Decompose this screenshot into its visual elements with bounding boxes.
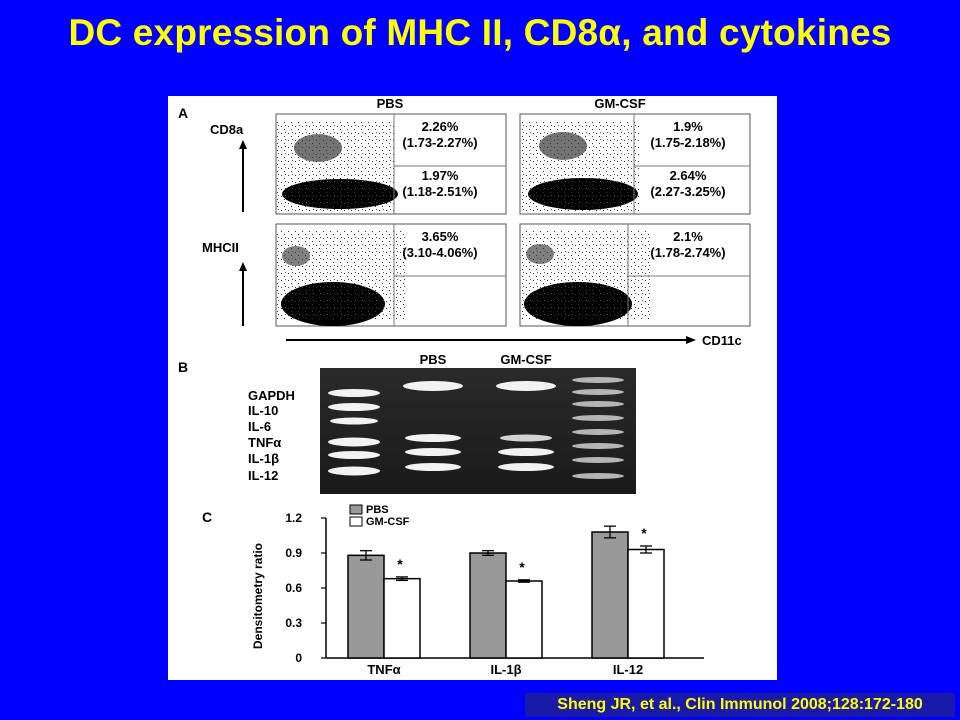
bar-pbs (347, 554, 385, 659)
flow-range: (1.73-2.27%) (402, 135, 477, 150)
flow-plot-mhcii-gmcsf: 2.1% (1.78-2.74%) (519, 223, 751, 327)
legend-swatch-gmcsf (349, 516, 363, 527)
cd8a-arrowhead-icon (239, 140, 247, 149)
bar-pbs (469, 552, 507, 659)
flow-plot-cd8a-gmcsf: 1.9% (1.75-2.18%) 2.64% (2.27-3.25%) (519, 113, 751, 215)
panel-c-label: C (202, 509, 212, 525)
significance-marker: * (519, 559, 525, 575)
x-category-label: IL-12 (613, 662, 643, 677)
slide-title: DC expression of MHC II, CD8α, and cytok… (68, 12, 892, 53)
y-axis-label: Densitometry ratio (251, 543, 265, 649)
flow-range: (1.18-2.51%) (402, 184, 477, 199)
panel-a-header-gmcsf: GM-CSF (594, 96, 645, 111)
flow-range: (3.10-4.06%) (402, 245, 477, 260)
cd11c-arrowhead-icon (686, 336, 696, 344)
gel-band-label: IL-1β (248, 451, 279, 466)
legend-swatch-pbs (349, 504, 363, 515)
y-tick-label: 0.3 (285, 616, 302, 630)
y-tick-label: 1.2 (285, 511, 302, 525)
gel-band-labels: GAPDH IL-10 IL-6 TNFα IL-1β IL-12 (248, 388, 295, 483)
x-category-label: TNFα (367, 662, 400, 677)
gel-header-gmcsf: GM-CSF (500, 352, 551, 367)
bar-pbs (591, 531, 629, 659)
densitometry-bar-chart: Densitometry ratio PBS GM-CSF 0 0.3 0.6 0.9… (251, 504, 704, 677)
flow-plot-mhcii-pbs: 3.65% (3.10-4.06%) (275, 223, 507, 327)
gel-band-label: IL-6 (248, 419, 271, 434)
mhcii-axis-label: MHCII (202, 240, 239, 255)
bar-gmcsf (505, 580, 543, 659)
cd8a-axis-label: CD8a (210, 122, 244, 137)
significance-marker: * (397, 556, 403, 572)
citation: Sheng JR, et al., Clin Immunol 2008;128:… (525, 693, 955, 717)
gel-image (320, 368, 636, 494)
figure-panel: A PBS GM-CSF CD8a MHCII CD11c 2.26% (1.7… (168, 96, 777, 680)
figure-svg: A PBS GM-CSF CD8a MHCII CD11c 2.26% (1.7… (178, 96, 751, 677)
panel-a-label: A (178, 105, 188, 121)
flow-range: (2.27-3.25%) (650, 184, 725, 199)
significance-marker: * (641, 525, 647, 541)
gel-band-label: IL-10 (248, 403, 278, 418)
flow-range: (1.75-2.18%) (650, 135, 725, 150)
gel-band-label: GAPDH (248, 388, 295, 403)
flow-plot-cd8a-pbs: 2.26% (1.73-2.27%) 1.97% (1.18-2.51%) (275, 113, 507, 215)
flow-value: 2.1% (673, 229, 703, 244)
legend-label-pbs: PBS (366, 504, 389, 516)
gel-band-label: TNFα (248, 435, 281, 450)
legend-label-gmcsf: GM-CSF (366, 516, 410, 528)
y-tick-label: 0.9 (285, 546, 302, 560)
flow-range: (1.78-2.74%) (650, 245, 725, 260)
flow-value: 2.26% (422, 119, 459, 134)
y-tick-label: 0.6 (285, 581, 302, 595)
cd11c-axis-label: CD11c (702, 333, 742, 348)
flow-value: 1.9% (673, 119, 703, 134)
panel-b-label: B (178, 359, 188, 375)
flow-value: 1.97% (422, 168, 459, 183)
panel-a-header-pbs: PBS (377, 96, 404, 111)
x-category-label: IL-1β (490, 662, 521, 677)
flow-value: 3.65% (422, 229, 459, 244)
gel-header-pbs: PBS (420, 352, 447, 367)
mhcii-arrowhead-icon (239, 262, 247, 271)
gel-band-label: IL-12 (248, 468, 278, 483)
flow-value: 2.64% (670, 168, 707, 183)
bar-gmcsf (383, 577, 421, 659)
chart-legend: PBS GM-CSF (349, 504, 410, 528)
bar-gmcsf (627, 548, 665, 659)
y-tick-label: 0 (295, 651, 302, 665)
